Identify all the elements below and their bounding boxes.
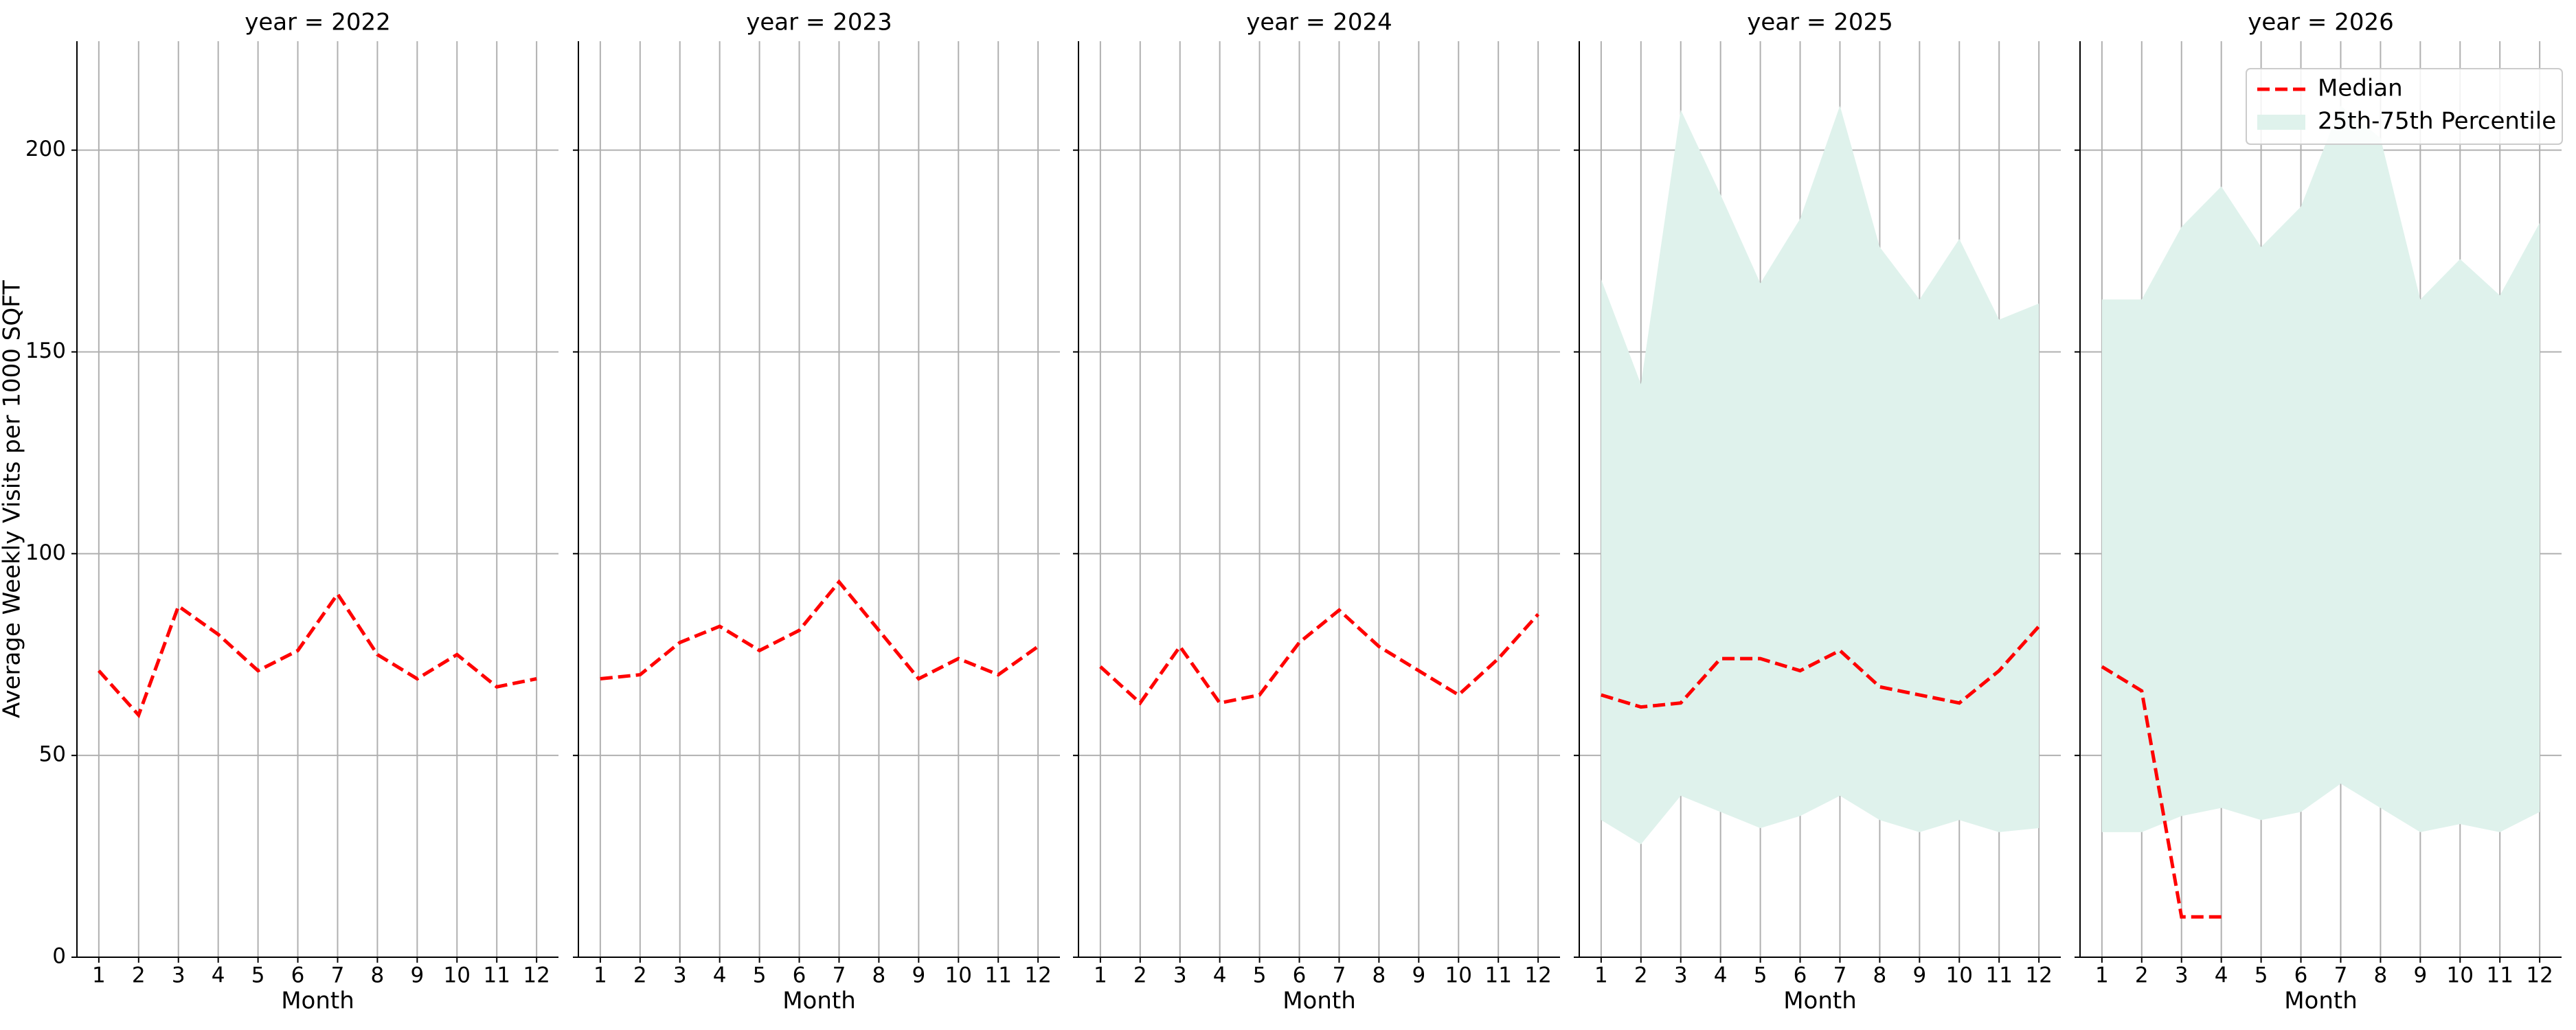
x-tick-label: 7: [1333, 963, 1346, 988]
x-tick-label: 7: [833, 963, 846, 988]
y-tick-label: 50: [39, 742, 66, 767]
x-tick-label: 10: [945, 963, 972, 988]
x-tick-label: 3: [673, 963, 687, 988]
x-tick-label: 12: [523, 963, 550, 988]
x-tick-label: 5: [251, 963, 265, 988]
x-tick-label: 12: [2526, 963, 2553, 988]
x-tick-label: 4: [212, 963, 225, 988]
median-line: [1099, 608, 1540, 706]
x-tick-label: 1: [92, 963, 106, 988]
percentile-band: [2101, 106, 2540, 832]
x-tick-label: 10: [1445, 963, 1472, 988]
x-tick-label: 11: [2486, 963, 2513, 988]
x-tick-label: 1: [2095, 963, 2109, 988]
y-tick-label: 100: [25, 540, 66, 565]
x-axis-label: Month: [1283, 987, 1356, 1015]
x-axis-label: Month: [1783, 987, 1857, 1015]
x-tick-label: 3: [172, 963, 185, 988]
legend-label: 25th-75th Percentile: [2318, 108, 2556, 135]
percentile-band: [1601, 106, 2040, 845]
x-tick-label: 3: [1674, 963, 1688, 988]
x-axis-label: Month: [782, 987, 856, 1015]
x-tick-label: 9: [1412, 963, 1425, 988]
x-tick-label: 1: [1594, 963, 1608, 988]
x-tick-label: 8: [1372, 963, 1386, 988]
x-tick-label: 11: [483, 963, 510, 988]
x-tick-label: 1: [1094, 963, 1107, 988]
x-tick-label: 8: [2374, 963, 2388, 988]
x-tick-label: 4: [713, 963, 727, 988]
x-tick-label: 11: [984, 963, 1011, 988]
x-tick-label: 8: [872, 963, 886, 988]
y-tick-label: 150: [25, 339, 66, 363]
x-tick-label: 2: [132, 963, 146, 988]
y-axis-label: Average Weekly Visits per 1000 SQFT: [0, 280, 26, 718]
x-tick-label: 9: [1912, 963, 1926, 988]
x-tick-label: 2: [1634, 963, 1648, 988]
x-tick-label: 2: [633, 963, 647, 988]
y-tick-label: 0: [52, 944, 66, 969]
panel-title: year = 2025: [1747, 9, 1893, 36]
x-tick-label: 6: [793, 963, 806, 988]
x-tick-label: 3: [2175, 963, 2189, 988]
x-tick-label: 5: [1754, 963, 1767, 988]
x-tick-label: 1: [594, 963, 607, 988]
x-tick-label: 7: [331, 963, 345, 988]
x-tick-label: 6: [291, 963, 305, 988]
x-tick-label: 9: [2413, 963, 2427, 988]
legend-swatch: [2257, 115, 2305, 130]
x-tick-label: 8: [371, 963, 385, 988]
x-tick-label: 6: [1293, 963, 1307, 988]
legend-box: [2246, 68, 2563, 145]
x-tick-label: 2: [2135, 963, 2149, 988]
x-tick-label: 6: [1794, 963, 1807, 988]
x-tick-label: 5: [2255, 963, 2268, 988]
x-tick-label: 10: [2447, 963, 2474, 988]
x-tick-label: 7: [2334, 963, 2348, 988]
y-tick-label: 200: [25, 137, 66, 161]
median-line: [98, 591, 537, 719]
x-tick-label: 10: [1946, 963, 1973, 988]
x-tick-label: 4: [2215, 963, 2228, 988]
x-tick-label: 10: [444, 963, 471, 988]
x-tick-label: 3: [1173, 963, 1187, 988]
x-tick-label: 12: [2025, 963, 2052, 988]
x-tick-label: 11: [1985, 963, 2012, 988]
median-line: [600, 579, 1039, 681]
median-line: [1601, 625, 2041, 709]
x-tick-label: 9: [912, 963, 925, 988]
x-tick-label: 8: [1873, 963, 1887, 988]
x-tick-label: 9: [410, 963, 424, 988]
legend-label: Median: [2318, 75, 2403, 102]
x-tick-label: 5: [753, 963, 767, 988]
x-tick-label: 4: [1213, 963, 1227, 988]
x-tick-label: 4: [1714, 963, 1728, 988]
panel-title: year = 2024: [1246, 9, 1392, 36]
panel-title: year = 2023: [746, 9, 892, 36]
median-line: [2101, 665, 2222, 919]
panel-title: year = 2022: [245, 9, 390, 36]
x-axis-label: Month: [2284, 987, 2358, 1015]
x-tick-label: 5: [1253, 963, 1267, 988]
x-tick-label: 7: [1833, 963, 1847, 988]
x-tick-label: 12: [1524, 963, 1551, 988]
x-tick-label: 11: [1484, 963, 1511, 988]
x-tick-label: 12: [1024, 963, 1051, 988]
x-tick-label: 6: [2294, 963, 2308, 988]
x-tick-label: 2: [1133, 963, 1147, 988]
panel-title: year = 2026: [2248, 9, 2393, 36]
x-axis-label: Month: [281, 987, 354, 1015]
